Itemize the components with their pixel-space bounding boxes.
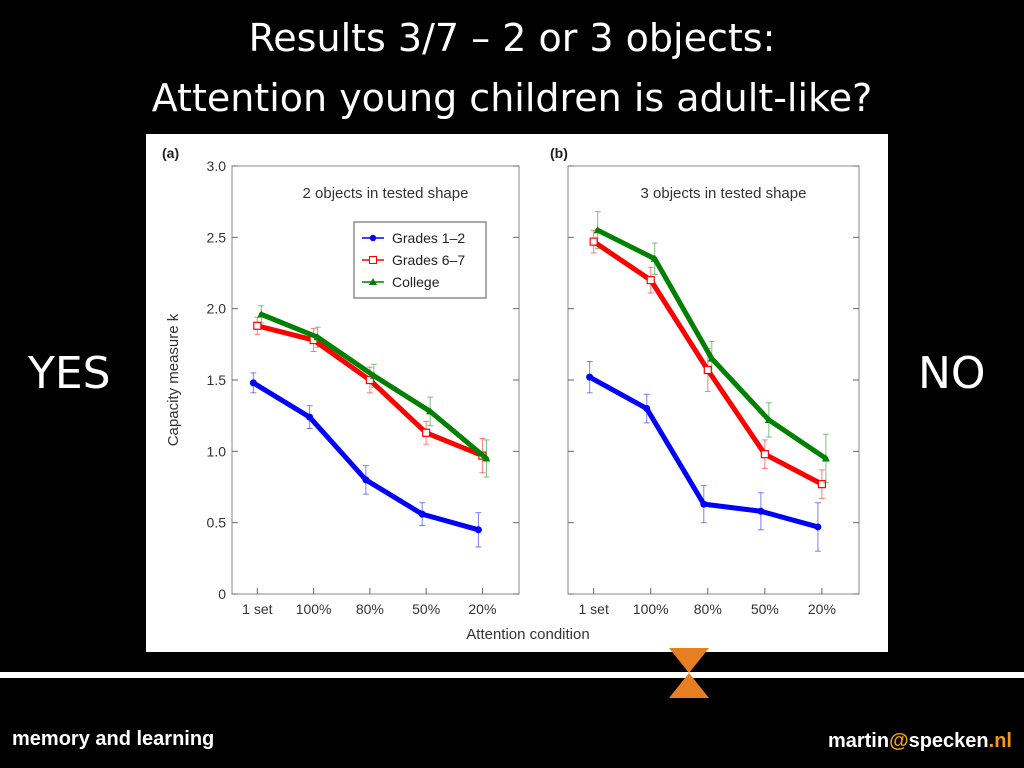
legend-marker — [369, 256, 377, 264]
data-point — [757, 507, 765, 515]
footer-course-label: memory and learning — [12, 728, 215, 750]
data-point — [814, 523, 822, 531]
data-point — [426, 407, 435, 415]
data-point — [643, 405, 651, 413]
data-point — [418, 510, 426, 518]
slide-title-line-2: Attention young children is adult-like? — [151, 76, 873, 120]
hourglass-bottom-triangle — [669, 673, 709, 698]
email-at: @ — [889, 730, 909, 752]
data-point — [369, 371, 378, 379]
no-label: NO — [918, 348, 986, 399]
slide-title-line-1: Results 3/7 – 2 or 3 objects: — [248, 16, 776, 60]
panel-label: (a) — [162, 145, 179, 161]
x-tick-label: 1 set — [242, 601, 272, 617]
data-point — [474, 526, 482, 534]
x-tick-label: 80% — [356, 601, 384, 617]
data-point — [313, 333, 322, 341]
data-point — [586, 373, 594, 381]
x-tick-label: 80% — [694, 601, 722, 617]
legend-marker — [369, 234, 377, 242]
data-point — [257, 310, 266, 318]
x-tick-label: 50% — [751, 601, 779, 617]
series-line — [250, 380, 481, 533]
panel-label: (b) — [550, 145, 568, 161]
legend-label: Grades 1–2 — [392, 230, 465, 246]
data-point — [760, 450, 769, 459]
data-point — [306, 413, 314, 421]
y-tick-label: 1.5 — [207, 372, 227, 388]
x-tick-label: 20% — [808, 601, 836, 617]
data-point — [821, 454, 830, 462]
data-point — [764, 415, 773, 423]
data-point — [650, 254, 659, 262]
legend-label: Grades 6–7 — [392, 252, 465, 268]
email-user: martin — [827, 730, 890, 752]
y-tick-label: 2.5 — [207, 229, 227, 245]
y-tick-label: 0.5 — [207, 515, 227, 531]
figure-panel: (a) 2 objects in tested shape 0 0.5 1.0 1.5 2.… — [146, 134, 888, 652]
footer-email[interactable]: martin@specken.nl — [828, 730, 1012, 753]
x-axis-label: Attention condition — [466, 626, 589, 643]
yes-label: YES — [28, 348, 111, 399]
x-tick-label: 1 set — [578, 601, 608, 617]
data-point — [707, 354, 716, 362]
email-dot: . — [988, 730, 995, 752]
data-point — [593, 226, 602, 234]
hourglass-top-triangle — [669, 648, 709, 673]
data-point — [589, 237, 598, 246]
x-tick-label: 50% — [412, 601, 440, 617]
panel-title: 3 objects in tested shape — [641, 185, 807, 202]
y-tick-label: 3.0 — [207, 158, 227, 174]
legend-label: College — [392, 274, 440, 290]
data-point — [700, 500, 708, 508]
data-point — [703, 365, 712, 375]
email-domain: specken — [908, 730, 989, 752]
x-tick-label: 100% — [296, 601, 332, 617]
data-point — [817, 480, 827, 489]
x-tick-label: 20% — [468, 601, 496, 617]
email-tld: nl — [994, 730, 1012, 752]
data-point — [253, 321, 262, 330]
x-tick-label: 100% — [633, 601, 669, 617]
data-point — [482, 454, 491, 462]
legend-marker — [369, 278, 377, 285]
chart-svg: (a) 2 objects in tested shape 0 0.5 1.0 1.5 2.… — [162, 145, 860, 643]
footer-rule — [0, 672, 1024, 678]
y-tick-label: 2.0 — [207, 301, 227, 317]
y-tick-label: 1.0 — [207, 443, 227, 459]
data-point — [362, 476, 370, 484]
hourglass-marker-icon — [669, 648, 709, 698]
data-point — [422, 428, 431, 437]
data-point — [646, 276, 655, 285]
panel-title: 2 objects in tested shape — [303, 185, 469, 202]
y-axis-label: Capacity measure k — [165, 313, 182, 446]
data-point — [249, 379, 257, 387]
y-tick-label: 0 — [218, 586, 226, 602]
